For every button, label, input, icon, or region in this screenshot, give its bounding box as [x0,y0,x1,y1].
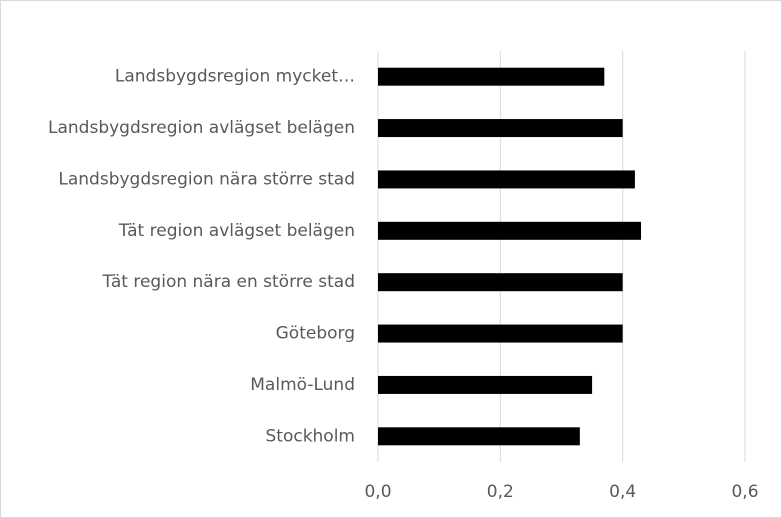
y-tick-label: Tät region nära en större stad [101,272,355,292]
bar [378,273,623,292]
bar [378,375,593,394]
y-tick-label: Tät region avlägset belägen [118,221,355,241]
y-tick-label: Landsbygdsregion avlägset belägen [48,118,355,138]
x-tick-label: 0,6 [731,482,758,502]
bar [378,119,623,138]
y-tick-label: Landsbygdsregion mycket… [115,67,355,87]
y-tick-label: Landsbygdsregion nära större stad [58,169,355,189]
y-tick-label: Malmö-Lund [250,375,355,395]
x-tick-label: 0,2 [487,482,514,502]
x-tick-label: 0,0 [364,482,391,502]
y-tick-label: Stockholm [265,426,355,446]
bar [378,221,642,240]
x-tick-label: 0,4 [609,482,636,502]
bar [378,67,605,86]
bar [378,170,635,189]
bar [378,427,580,446]
y-tick-label: Göteborg [276,324,355,344]
bar [378,324,623,343]
